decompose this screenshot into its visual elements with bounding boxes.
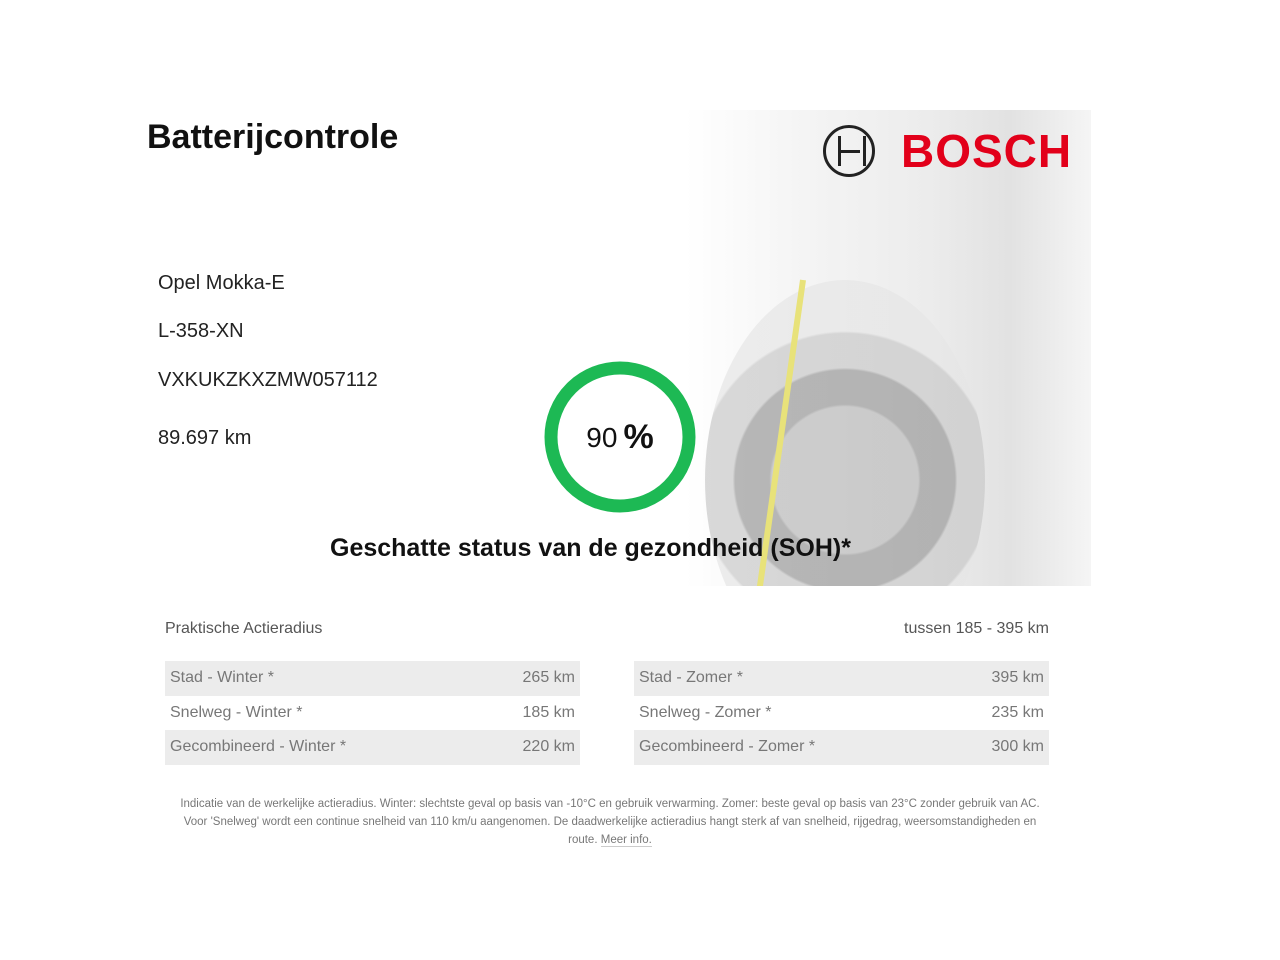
table-row: Stad - Zomer * 395 km (634, 661, 1049, 696)
row-value: 220 km (522, 738, 575, 755)
soh-number: 90 (586, 421, 618, 453)
row-label: Gecombineerd - Zomer * (639, 738, 816, 755)
row-value: 185 km (522, 703, 575, 721)
vehicle-model: Opel Mokka-E (158, 272, 285, 294)
range-label: Praktische Actieradius (165, 620, 323, 637)
winter-range-table: Stad - Winter * 265 km Snelweg - Winter *… (165, 661, 580, 765)
page-title: Batterijcontrole (147, 118, 399, 156)
soh-gauge (544, 361, 696, 513)
table-row: Stad - Winter * 265 km (165, 661, 580, 696)
car-wheel-image (705, 280, 985, 586)
range-summary: tussen 185 - 395 km (904, 620, 1049, 637)
footnote-text: Indicatie van de werkelijke actieradius.… (180, 798, 1040, 846)
row-value: 395 km (991, 669, 1044, 686)
footnote: Indicatie van de werkelijke actieradius.… (180, 795, 1040, 849)
row-value: 235 km (991, 703, 1044, 721)
table-row: Gecombineerd - Zomer * 300 km (634, 730, 1049, 765)
soh-gauge-ring (544, 361, 696, 513)
soh-unit: % (623, 418, 654, 456)
vin-number: VXKUKZKXZMW057112 (158, 369, 378, 391)
table-row: Snelweg - Winter * 185 km (165, 696, 580, 731)
row-label: Stad - Zomer * (639, 669, 744, 686)
brand-name: BOSCH (901, 125, 1073, 177)
soh-value: 90% (540, 360, 700, 515)
summer-range-table: Stad - Zomer * 395 km Snelweg - Zomer * 23… (634, 661, 1049, 765)
license-plate: L-358-XN (158, 320, 244, 342)
row-label: Gecombineerd - Winter * (170, 738, 347, 755)
bosch-logo: BOSCH (823, 124, 1072, 178)
mileage: 89.697 km (158, 427, 252, 449)
table-row: Snelweg - Zomer * 235 km (634, 696, 1049, 731)
soh-label: Geschatte status van de gezondheid (SOH)… (330, 534, 851, 562)
row-value: 300 km (991, 738, 1044, 755)
table-row: Gecombineerd - Winter * 220 km (165, 730, 580, 765)
more-info-link[interactable]: Meer info. (600, 834, 652, 847)
row-label: Snelweg - Winter * (170, 703, 303, 721)
bosch-armature-icon (823, 125, 875, 177)
row-label: Stad - Winter * (170, 669, 275, 686)
row-value: 265 km (522, 669, 575, 686)
row-label: Snelweg - Zomer * (639, 703, 772, 721)
